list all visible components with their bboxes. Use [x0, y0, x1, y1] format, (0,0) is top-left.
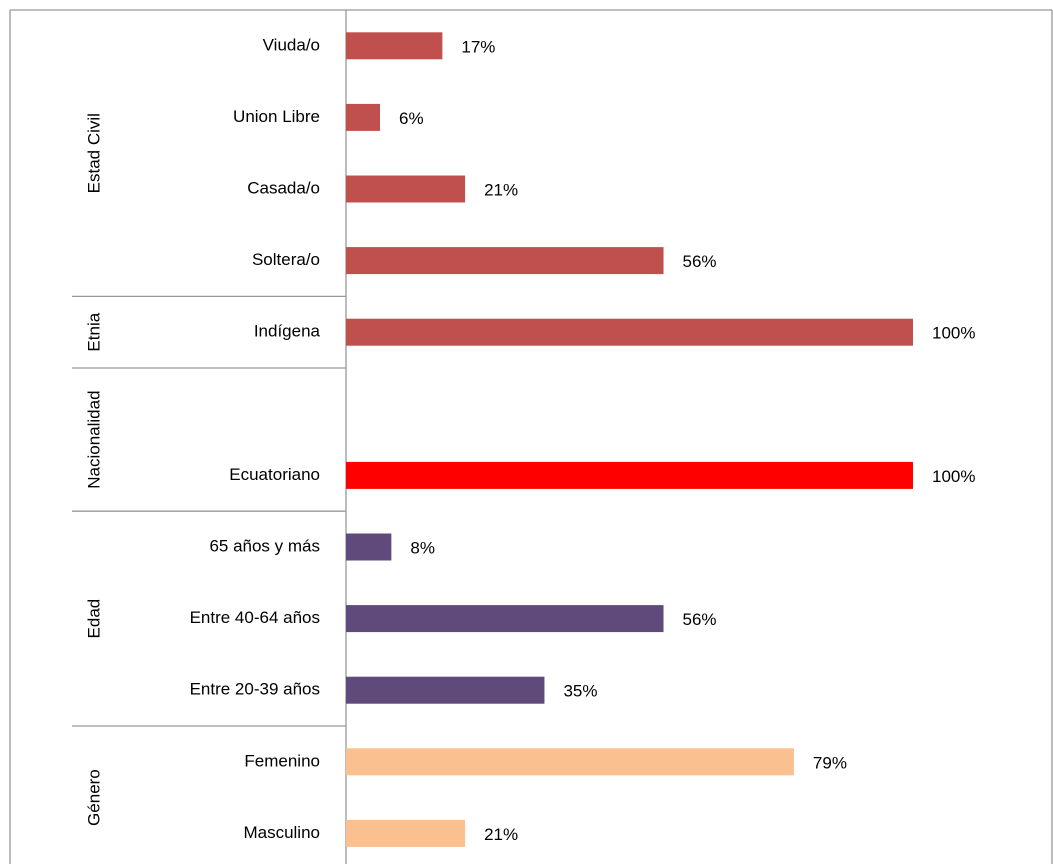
bar: [346, 676, 545, 704]
value-label: 79%: [813, 753, 847, 772]
value-label: 21%: [484, 825, 518, 844]
category-label: Viuda/o: [263, 35, 320, 54]
value-label: 8%: [410, 538, 435, 557]
group-label: Género: [84, 769, 103, 826]
category-label: Ecuatoriano: [229, 465, 320, 484]
bar: [346, 103, 381, 131]
category-label: Entre 20-39 años: [190, 680, 320, 699]
bar: [346, 461, 913, 489]
category-label: Entre 40-64 años: [190, 608, 320, 627]
value-label: 35%: [563, 682, 597, 701]
bar: [346, 605, 664, 633]
category-label: Masculino: [243, 823, 320, 842]
bar: [346, 32, 443, 60]
category-label: Femenino: [244, 751, 320, 770]
group-label: Nacionalidad: [84, 390, 103, 488]
bar: [346, 748, 794, 776]
value-label: 21%: [484, 180, 518, 199]
category-label: 65 años y más: [209, 536, 320, 555]
value-label: 100%: [932, 467, 975, 486]
category-label: Soltera/o: [252, 250, 320, 269]
value-label: 17%: [461, 37, 495, 56]
category-label: Casada/o: [247, 178, 320, 197]
bar: [346, 819, 466, 847]
group-label: Etnia: [84, 312, 103, 351]
group-label: Estad Civil: [84, 113, 103, 193]
category-label: Union Libre: [233, 107, 320, 126]
bar: [346, 318, 913, 346]
bar: [346, 533, 392, 561]
value-label: 56%: [683, 252, 717, 271]
value-label: 6%: [399, 109, 424, 128]
category-label: Indígena: [254, 322, 321, 341]
bar: [346, 175, 466, 203]
value-label: 56%: [683, 610, 717, 629]
value-label: 100%: [932, 324, 975, 343]
bar: [346, 247, 664, 275]
group-label: Edad: [84, 599, 103, 639]
